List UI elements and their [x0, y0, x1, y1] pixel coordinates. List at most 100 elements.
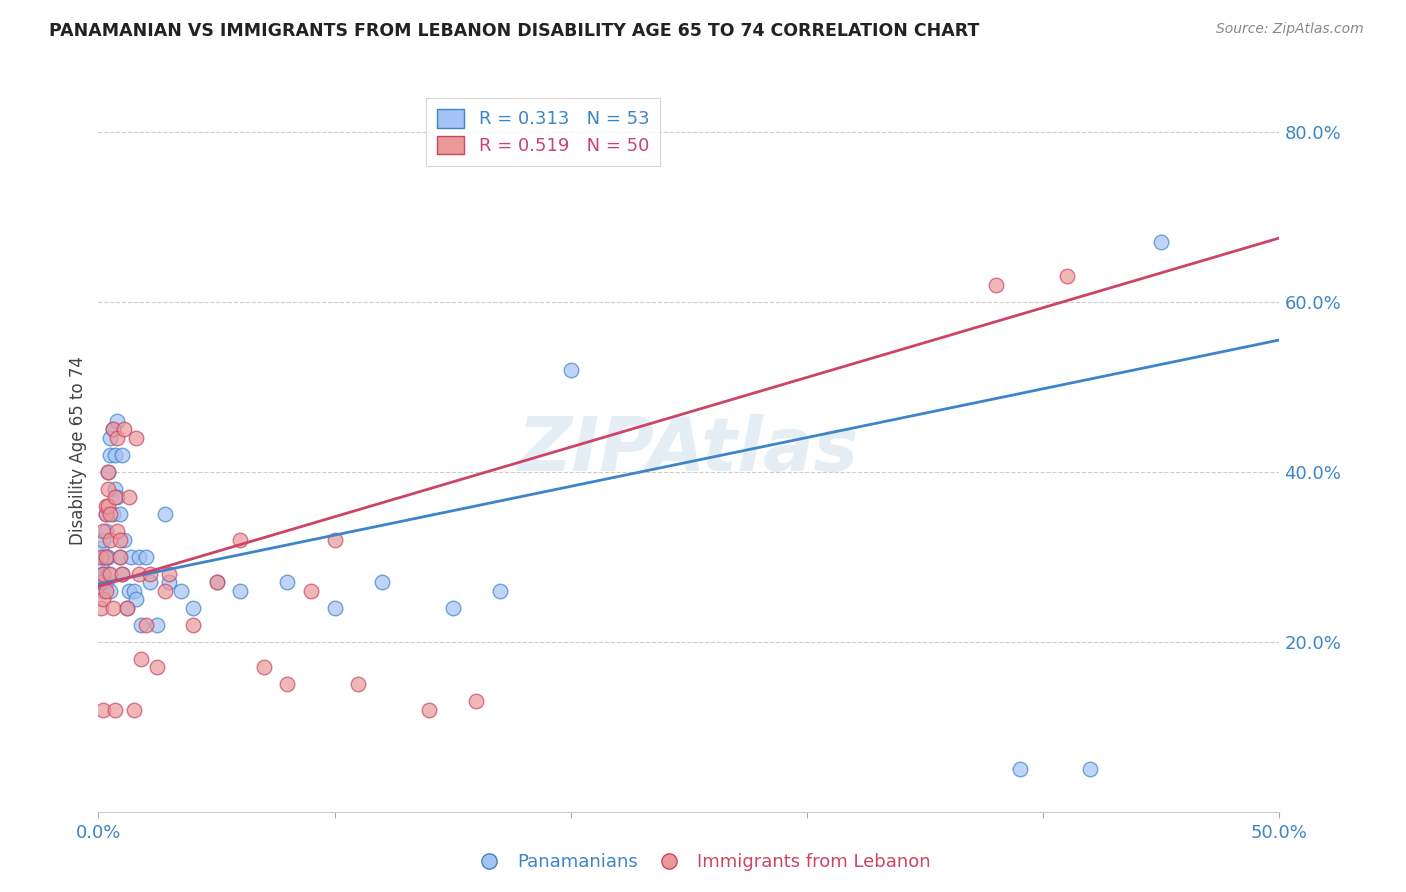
Point	[98, 507, 121, 521]
Point	[118, 490, 141, 504]
Point	[347, 677, 370, 691]
Point	[276, 575, 298, 590]
Point	[122, 583, 145, 598]
Point	[91, 524, 114, 539]
Point	[111, 566, 134, 581]
Point	[94, 549, 117, 564]
Point	[105, 490, 128, 504]
Point	[94, 507, 117, 521]
Point	[489, 583, 512, 598]
Point	[108, 533, 131, 547]
Point	[229, 533, 252, 547]
Point	[112, 422, 135, 436]
Point	[984, 277, 1007, 292]
Legend: R = 0.313   N = 53, R = 0.519   N = 50: R = 0.313 N = 53, R = 0.519 N = 50	[426, 98, 661, 166]
Point	[112, 533, 135, 547]
Point	[465, 694, 488, 708]
Point	[111, 448, 134, 462]
Point	[104, 448, 127, 462]
Point	[101, 422, 124, 436]
Point	[94, 583, 117, 598]
Point	[125, 431, 148, 445]
Point	[94, 507, 117, 521]
Point	[97, 465, 120, 479]
Point	[90, 558, 112, 573]
Point	[101, 507, 124, 521]
Point	[97, 549, 120, 564]
Point	[98, 533, 121, 547]
Point	[139, 566, 162, 581]
Point	[90, 575, 112, 590]
Point	[98, 431, 121, 445]
Point	[153, 583, 176, 598]
Point	[111, 566, 134, 581]
Point	[94, 575, 117, 590]
Point	[98, 566, 121, 581]
Point	[90, 600, 112, 615]
Point	[115, 600, 138, 615]
Point	[104, 703, 127, 717]
Point	[108, 507, 131, 521]
Point	[129, 651, 152, 665]
Point	[105, 524, 128, 539]
Point	[94, 499, 117, 513]
Point	[146, 660, 169, 674]
Y-axis label: Disability Age 65 to 74: Disability Age 65 to 74	[69, 356, 87, 545]
Legend: Panamanians, Immigrants from Lebanon: Panamanians, Immigrants from Lebanon	[468, 847, 938, 879]
Point	[441, 600, 464, 615]
Point	[128, 549, 150, 564]
Point	[323, 533, 346, 547]
Point	[153, 507, 176, 521]
Point	[135, 617, 157, 632]
Point	[97, 482, 120, 496]
Point	[125, 592, 148, 607]
Point	[128, 566, 150, 581]
Point	[418, 703, 440, 717]
Point	[146, 617, 169, 632]
Point	[105, 431, 128, 445]
Point	[115, 600, 138, 615]
Point	[135, 549, 157, 564]
Point	[101, 600, 124, 615]
Point	[91, 583, 114, 598]
Point	[105, 414, 128, 428]
Point	[91, 566, 114, 581]
Point	[1008, 762, 1031, 776]
Point	[90, 541, 112, 556]
Point	[276, 677, 298, 691]
Point	[90, 575, 112, 590]
Point	[94, 549, 117, 564]
Point	[323, 600, 346, 615]
Point	[104, 490, 127, 504]
Point	[229, 583, 252, 598]
Text: Source: ZipAtlas.com: Source: ZipAtlas.com	[1216, 22, 1364, 37]
Point	[108, 549, 131, 564]
Point	[98, 448, 121, 462]
Point	[1080, 762, 1102, 776]
Point	[560, 362, 582, 376]
Point	[253, 660, 276, 674]
Point	[170, 583, 193, 598]
Point	[139, 575, 162, 590]
Point	[90, 549, 112, 564]
Point	[299, 583, 322, 598]
Point	[91, 549, 114, 564]
Point	[129, 617, 152, 632]
Point	[97, 499, 120, 513]
Point	[205, 575, 228, 590]
Point	[157, 575, 180, 590]
Point	[97, 465, 120, 479]
Point	[101, 422, 124, 436]
Point	[121, 549, 143, 564]
Point	[122, 703, 145, 717]
Point	[91, 533, 114, 547]
Point	[205, 575, 228, 590]
Point	[371, 575, 394, 590]
Point	[157, 566, 180, 581]
Text: ZIPAtlas: ZIPAtlas	[519, 414, 859, 487]
Text: PANAMANIAN VS IMMIGRANTS FROM LEBANON DISABILITY AGE 65 TO 74 CORRELATION CHART: PANAMANIAN VS IMMIGRANTS FROM LEBANON DI…	[49, 22, 980, 40]
Point	[98, 583, 121, 598]
Point	[1056, 269, 1078, 284]
Point	[94, 524, 117, 539]
Point	[118, 583, 141, 598]
